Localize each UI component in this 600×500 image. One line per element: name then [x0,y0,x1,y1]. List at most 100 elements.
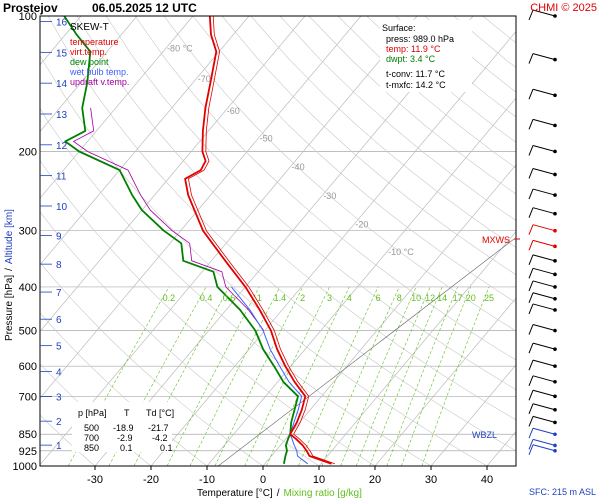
temperature-tick-label: 30 [425,474,437,486]
mixing-ratio-line [244,286,330,466]
wind-barb-staff [532,254,556,262]
surface-info: Surface: press: 989.0 hPa temp: 11.9 °C … [380,20,472,92]
legend: SKEW-T temperature virt.temp. dew point … [69,22,129,87]
dry-adiabat-line [40,160,376,466]
isotherm-line [262,164,516,466]
isotherm-line [40,16,418,466]
mixing-ratio-line [321,286,400,466]
wind-barb [528,415,557,427]
wind-barb-station [553,432,557,437]
wind-barb [528,438,557,450]
dry-adiabat-line [40,262,264,466]
mixing-ratio-label: 10 [411,293,421,303]
isotherm-label: -70 [198,74,211,84]
isotherm-line [40,16,362,399]
wind-barb-station [553,443,557,448]
wind-barb-station [553,211,557,216]
wind-barb-flag [528,240,534,251]
wind-barb-flag [528,145,534,156]
wind-barb-staff [532,324,556,332]
table-cell: -18.9 [113,423,134,433]
legend-wet-bulb: wet bulb temp. [69,67,129,77]
dry-adiabat-line [250,16,516,248]
isotherm-label: -80 °C [167,44,193,54]
wind-barb [528,292,557,303]
temperature-tick-label: 0 [260,474,266,486]
pressure-tick-label: 400 [19,282,37,294]
altitude-tick-label: 1 [56,441,62,452]
wind-barb-station [553,420,557,425]
dry-adiabat-line [105,16,516,391]
level-table: p [hPa] T Td [°C] 500 -18.9 -21.7 700 -2… [72,402,174,453]
dry-adiabat-line [134,16,516,361]
wind-barb-flag [528,444,534,455]
wind-barb-station [553,364,557,368]
mixing-ratio-label: 17 [453,293,463,303]
wind-barb-staff [532,389,556,397]
altitude-tick-label: 3 [56,393,62,404]
surface-tmxfc: t-mxfc: 14.2 °C [386,80,446,90]
mixing-ratio-label: 8 [397,293,402,303]
wind-barb [528,303,557,315]
table-cell: 850 [84,443,99,453]
mixing-ratio-label: 6 [376,293,381,303]
wind-barb-flag [528,403,534,414]
surface-tconv: t-conv: 11.7 °C [386,69,445,79]
isotherm-line [40,16,194,199]
wbzl-label: WBZL [472,430,497,440]
wind-barb-flag [528,207,534,218]
wind-barb-staff [532,359,556,367]
wind-barb [528,188,557,200]
wind-barb-flag [528,224,534,235]
wind-barb [528,375,557,386]
pressure-tick-label: 850 [19,429,37,441]
mixing-ratio-label: 12 [425,293,435,303]
wind-barb-flag [528,89,534,100]
isotherm-label: -50 [260,133,273,143]
wind-barb-station [553,394,557,399]
virtual-temperature-curve [187,16,335,465]
wind-barb [528,118,557,130]
dry-adiabat-line [163,16,516,332]
temperature-curve [184,16,332,465]
legend-temperature: temperature [70,37,119,47]
altitude-tick-label: 8 [56,260,62,271]
wind-barb-staff [532,375,556,383]
y-axis-pressure-label: Pressure [hPa] [4,275,15,341]
surface-press: press: 989.0 hPa [386,34,454,44]
mixing-ratio-label: 25 [484,293,494,303]
wind-barb-staff [532,267,556,275]
wind-barb-flag [528,268,534,279]
wind-barb-flag [528,119,534,130]
wind-barb [528,427,557,439]
legend-virt-temp: virt.temp. [70,47,107,57]
surface-info-bg [380,20,472,92]
pressure-tick-label: 200 [19,146,37,158]
table-header-t: T [124,408,130,418]
mixing-ratio-label: 3 [327,293,332,303]
surface-dwpt: dwpt: 3.4 °C [386,54,436,64]
table-cell: 0.1 [160,443,173,453]
isotherm-line [430,364,516,466]
wind-barb-staff [532,239,556,247]
wind-barb-station [553,172,557,177]
wind-barb-staff [532,415,556,423]
mixing-ratio-label: 20 [466,293,476,303]
dry-adiabat-line [453,16,516,68]
y-axis-altitude-label: Altitude [km] [4,209,15,264]
x-axis-separator: / [277,488,280,499]
dry-adiabat-line [221,16,516,276]
wind-barb [528,389,557,401]
altitude-tick-label: 10 [56,202,68,213]
wind-barb-staff [532,280,556,288]
mixing-ratio-line [340,286,417,466]
wind-barb-station [553,380,557,384]
altitude-tick-label: 15 [56,48,68,59]
wind-barb [528,444,557,455]
mxws-label: MXWS [482,235,510,245]
table-cell: 0.1 [120,443,133,453]
altitude-tick-label: 5 [56,342,62,353]
mixing-ratio-label: 4 [347,293,352,303]
wind-barb-station [553,347,557,351]
